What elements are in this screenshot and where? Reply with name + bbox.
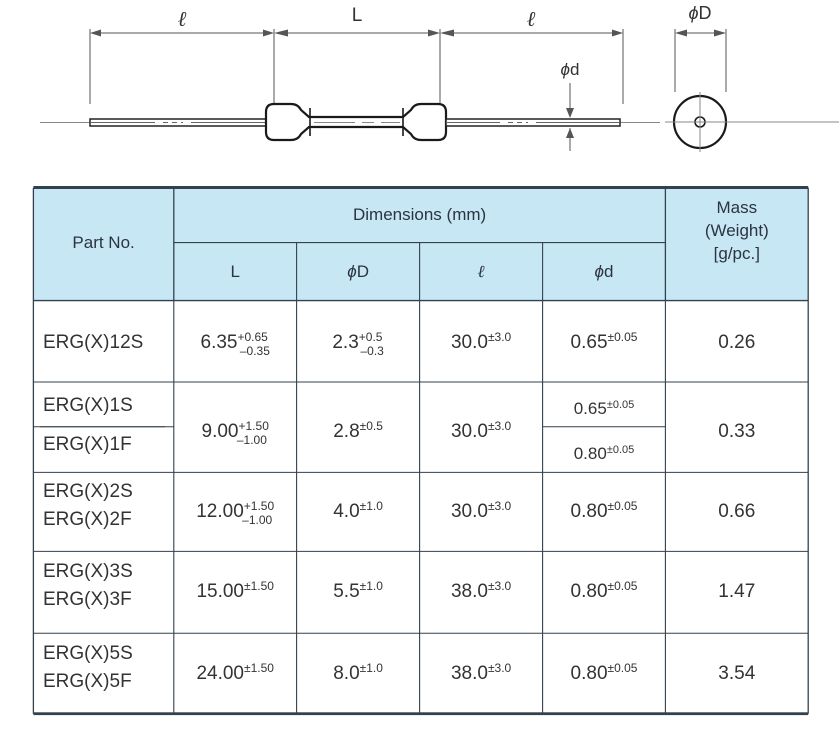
svg-text:24.00±1.50: 24.00±1.50 <box>196 661 274 684</box>
svg-text:0.80±0.05: 0.80±0.05 <box>571 579 638 602</box>
svg-text:ERG(X)1F: ERG(X)1F <box>43 434 132 455</box>
svg-text:4.0±1.0: 4.0±1.0 <box>333 499 383 522</box>
svg-text:38.0±3.0: 38.0±3.0 <box>451 661 512 684</box>
svg-text:ERG(X)3S: ERG(X)3S <box>43 561 133 582</box>
svg-text:ERG(X)2S: ERG(X)2S <box>43 481 133 502</box>
svg-text:ERG(X)1S: ERG(X)1S <box>43 395 133 416</box>
svg-text:30.0±3.0: 30.0±3.0 <box>451 330 512 353</box>
svg-text:2.3+0.5–0.3: 2.3+0.5 –0.3 <box>332 330 384 358</box>
svg-text:ERG(X)5F: ERG(X)5F <box>43 671 132 692</box>
svg-text:2.8±0.5: 2.8±0.5 <box>333 419 383 442</box>
svg-text:0.80±0.05: 0.80±0.05 <box>571 499 638 522</box>
svg-text:ERG(X)5S: ERG(X)5S <box>43 643 133 664</box>
svg-text:8.0±1.0: 8.0±1.0 <box>333 661 383 684</box>
svg-text:[g/pc.]: [g/pc.] <box>714 244 760 263</box>
svg-text:0.65±0.05: 0.65±0.05 <box>571 330 638 353</box>
svg-text:15.00±1.50: 15.00±1.50 <box>196 579 274 602</box>
svg-text:ϕd: ϕd <box>595 262 614 281</box>
svg-text:Dimensions (mm): Dimensions (mm) <box>353 205 486 224</box>
svg-text:30.0±3.0: 30.0±3.0 <box>451 419 512 442</box>
svg-text:ϕD: ϕD <box>347 262 369 281</box>
svg-text:5.5±1.0: 5.5±1.0 <box>333 579 383 602</box>
svg-text:3.54: 3.54 <box>718 663 755 684</box>
svg-text:0.26: 0.26 <box>718 332 755 353</box>
svg-text:1.47: 1.47 <box>718 581 755 602</box>
svg-text:Part No.: Part No. <box>72 233 134 252</box>
svg-text:0.65±0.05: 0.65±0.05 <box>574 399 635 418</box>
svg-text:12.00+1.50–1.00: 12.00+1.50 –1.00 <box>196 499 274 527</box>
svg-text:Mass: Mass <box>716 198 757 217</box>
svg-text:6.35+0.65–0.35: 6.35+0.65 –0.35 <box>201 330 271 358</box>
svg-text:0.80±0.05: 0.80±0.05 <box>574 444 635 463</box>
svg-text:38.0±3.0: 38.0±3.0 <box>451 579 512 602</box>
svg-text:0.33: 0.33 <box>718 421 755 442</box>
svg-text:L: L <box>230 262 239 281</box>
svg-text:30.0±3.0: 30.0±3.0 <box>451 499 512 522</box>
svg-text:ℓ: ℓ <box>478 262 485 281</box>
svg-text:0.66: 0.66 <box>718 501 755 522</box>
svg-text:(Weight): (Weight) <box>705 221 769 240</box>
svg-text:ERG(X)12S: ERG(X)12S <box>43 332 143 353</box>
svg-text:0.80±0.05: 0.80±0.05 <box>571 661 638 684</box>
svg-text:9.00+1.50–1.00: 9.00+1.50 –1.00 <box>202 419 270 447</box>
svg-text:ERG(X)3F: ERG(X)3F <box>43 589 132 610</box>
svg-text:ERG(X)2F: ERG(X)2F <box>43 509 132 530</box>
